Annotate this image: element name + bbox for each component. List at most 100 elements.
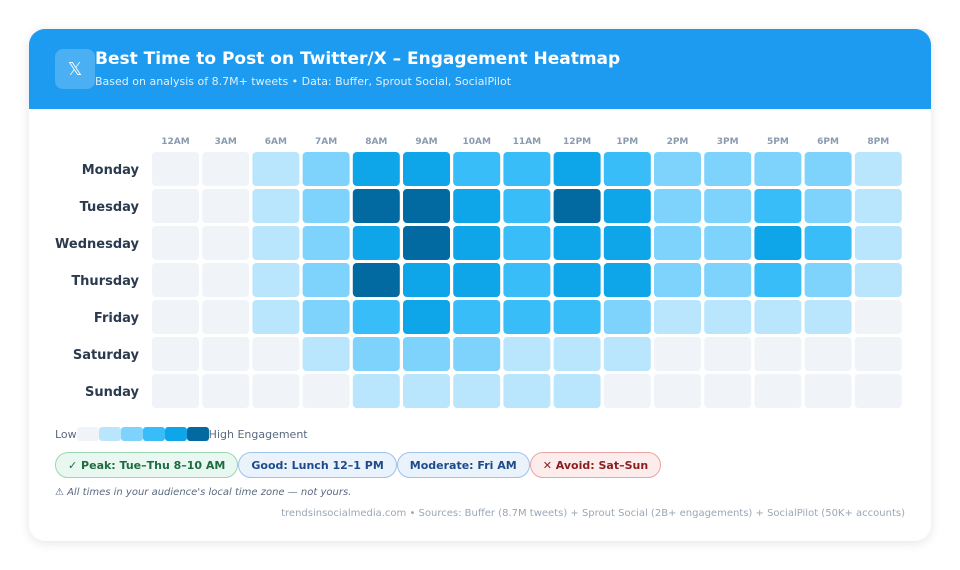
heatmap-cell xyxy=(202,263,250,297)
heatmap-cell xyxy=(854,300,902,334)
heatmap-cell xyxy=(252,189,300,223)
hour-label: 3AM xyxy=(215,137,237,147)
heatmap-cell xyxy=(553,337,601,371)
heatmap-cell xyxy=(252,152,300,186)
heatmap-cell xyxy=(152,374,199,408)
heatmap-cell xyxy=(202,152,250,186)
heatmap-cell xyxy=(754,337,802,371)
hour-label: 12AM xyxy=(161,137,189,147)
x-logo-icon: 𝕏 xyxy=(55,49,95,89)
legend-swatch xyxy=(186,427,209,441)
heatmap-cell xyxy=(202,300,250,334)
heatmap-cell xyxy=(654,374,701,408)
heatmap-card: 𝕏 Best Time to Post on Twitter/X – Engag… xyxy=(29,29,931,541)
legend-swatch xyxy=(164,427,187,441)
heatmap-cell xyxy=(603,263,651,297)
heatmap-cell xyxy=(854,226,902,260)
heatmap-cell xyxy=(553,300,601,334)
timezone-note: ⚠ All times in your audience's local tim… xyxy=(55,487,352,498)
heatmap-cell xyxy=(202,189,250,223)
heatmap-cell xyxy=(202,226,250,260)
heatmap-cell xyxy=(603,189,651,223)
heatmap-cell xyxy=(453,226,501,260)
heatmap-cell xyxy=(553,374,601,408)
heatmap-cell xyxy=(302,263,350,297)
heatmap-cell xyxy=(352,374,400,408)
engagement-heatmap: 12AM 3AM 6AM 7AM 8AM 9AM 10AM 11AM 12PM 1PM 2PM 3PM… xyxy=(55,137,902,408)
heatmap-cell xyxy=(302,300,350,334)
heatmap-cell xyxy=(252,374,300,408)
heatmap-cell xyxy=(804,152,852,186)
heatmap-cell xyxy=(503,263,551,297)
heatmap-cell xyxy=(503,300,551,334)
heatmap-cell xyxy=(603,226,651,260)
color-legend: Low High Engagement xyxy=(55,427,308,441)
heatmap-cell xyxy=(553,226,601,260)
day-label: Tuesday xyxy=(80,200,140,215)
heatmap-cell xyxy=(704,152,752,186)
heatmap-cell xyxy=(152,337,199,371)
heatmap-cell xyxy=(854,189,902,223)
heatmap-cell xyxy=(403,226,450,260)
badge-good: Good: Lunch 12–1 PM xyxy=(238,452,397,478)
heatmap-cell xyxy=(403,337,450,371)
heatmap-cell xyxy=(503,152,551,186)
heatmap-cell xyxy=(403,300,450,334)
hour-label: 12PM xyxy=(563,137,591,147)
legend-high-label: High Engagement xyxy=(208,427,308,441)
hour-label: 8AM xyxy=(365,137,387,147)
heatmap-cell xyxy=(854,152,902,186)
heatmap-cell xyxy=(252,226,300,260)
heatmap-cell xyxy=(854,374,902,408)
heatmap-cell xyxy=(854,263,902,297)
hour-label: 11AM xyxy=(513,137,541,147)
card-header: 𝕏 Best Time to Post on Twitter/X – Engag… xyxy=(29,29,931,109)
heatmap-cell xyxy=(704,263,752,297)
heatmap-cell xyxy=(152,152,199,186)
heatmap-cell xyxy=(654,300,701,334)
badge-moderate: Moderate: Fri AM xyxy=(396,452,530,478)
heatmap-cell xyxy=(403,374,450,408)
heatmap-cell xyxy=(302,226,350,260)
heatmap-cell xyxy=(453,337,501,371)
day-label: Friday xyxy=(94,311,140,326)
heatmap-cell xyxy=(654,263,701,297)
heatmap-cell xyxy=(553,189,601,223)
heatmap-cell xyxy=(302,337,350,371)
heatmap-cell xyxy=(252,337,300,371)
heatmap-cell xyxy=(654,152,701,186)
heatmap-cell xyxy=(654,189,701,223)
heatmap-cell xyxy=(654,226,701,260)
legend-low-label: Low xyxy=(55,427,77,441)
heatmap-cell xyxy=(403,263,450,297)
badge-peak: ✓ Peak: Tue–Thu 8–10 AM xyxy=(55,452,239,478)
heatmap-cell xyxy=(754,263,802,297)
heatmap-cell xyxy=(453,263,501,297)
heatmap-cell xyxy=(854,337,902,371)
heatmap-cell xyxy=(804,337,852,371)
heatmap-cell xyxy=(352,152,400,186)
heatmap-cell xyxy=(453,300,501,334)
heatmap-cell xyxy=(152,226,199,260)
heatmap-cell xyxy=(152,189,199,223)
day-label: Saturday xyxy=(73,348,140,363)
heatmap-cell xyxy=(754,300,802,334)
heatmap-cell xyxy=(202,374,250,408)
hour-label: 6AM xyxy=(265,137,287,147)
heatmap-cell xyxy=(603,152,651,186)
heatmap-cell xyxy=(503,189,551,223)
heatmap-cell xyxy=(704,189,752,223)
heatmap-cell xyxy=(704,374,752,408)
heatmap-cell xyxy=(804,263,852,297)
heatmap-cell xyxy=(704,337,752,371)
chart-subtitle: Based on analysis of 8.7M+ tweets • Data… xyxy=(95,75,512,88)
hour-label: 5PM xyxy=(767,137,789,147)
legend-swatch xyxy=(76,427,99,441)
hour-label: 9AM xyxy=(415,137,437,147)
heatmap-cell xyxy=(754,226,802,260)
heatmap-cell xyxy=(553,152,601,186)
hour-label: 2PM xyxy=(667,137,689,147)
heatmap-cell xyxy=(352,189,400,223)
heatmap-cell xyxy=(302,152,350,186)
heatmap-cell xyxy=(603,337,651,371)
